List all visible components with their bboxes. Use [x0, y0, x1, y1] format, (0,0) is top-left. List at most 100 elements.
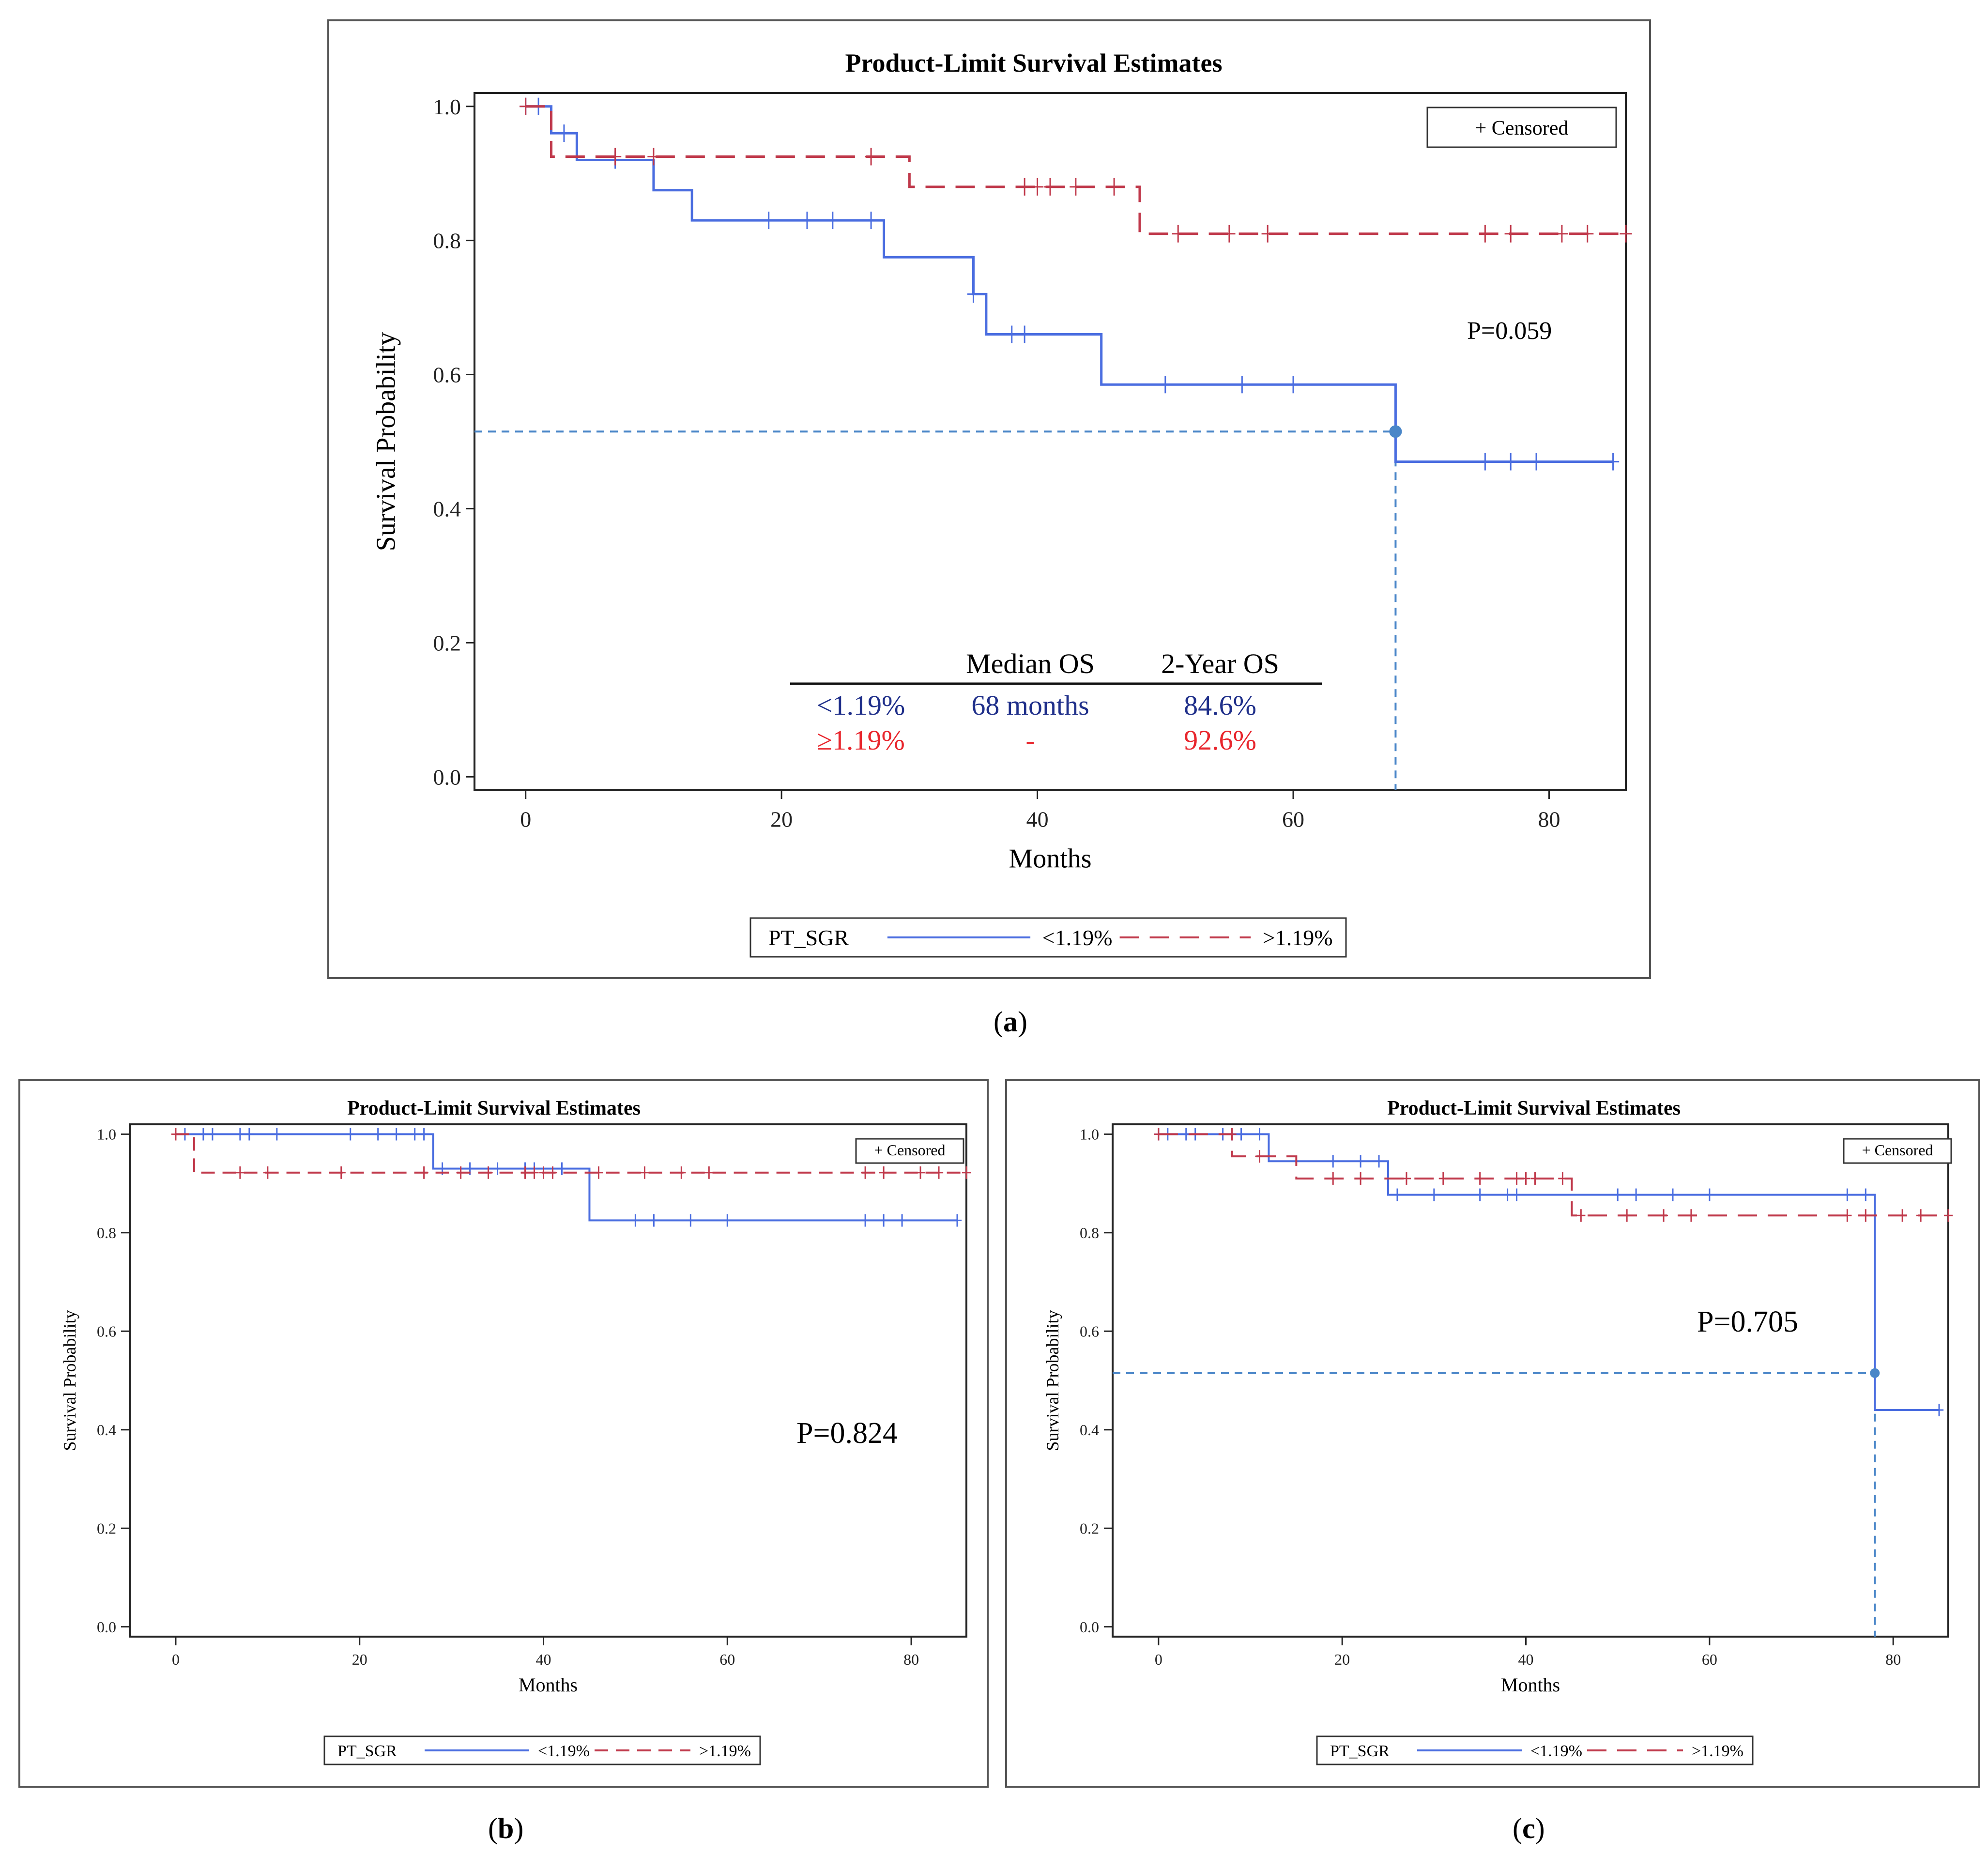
censored-legend-box — [855, 1138, 964, 1164]
x-tick-label: 0 — [172, 1651, 180, 1668]
chart-title: Product-Limit Survival Estimates — [347, 1097, 641, 1119]
x-tick-label: 60 — [719, 1651, 735, 1668]
y-tick-label: 0.2 — [1080, 1519, 1099, 1537]
table-group: ≥1.19% — [817, 724, 905, 756]
chart-a: Product-Limit Survival Estimates 0.0 0.2 0.… — [327, 19, 1651, 979]
y-tick-label: 0.2 — [97, 1519, 116, 1537]
y-tick-label: 0.6 — [1080, 1322, 1099, 1340]
chart-frame — [18, 1079, 989, 1788]
y-tick-label: 0.0 — [1080, 1618, 1099, 1636]
x-tick-label: 40 — [1518, 1651, 1534, 1668]
y-tick-label: 1.0 — [1080, 1126, 1099, 1143]
censored-mark — [1504, 453, 1517, 471]
censored-mark — [1512, 1188, 1521, 1201]
censored-mark — [594, 1166, 603, 1179]
panel-label-open: ( — [994, 1006, 1003, 1038]
table-two-year: 92.6% — [1184, 724, 1256, 756]
censored-mark — [493, 1162, 502, 1175]
censored-mark — [1475, 1188, 1484, 1201]
table-group: <1.19% — [817, 690, 905, 721]
x-tick-label: 80 — [1885, 1651, 1901, 1668]
x-tick-label: 40 — [1026, 807, 1049, 832]
censored-mark — [1843, 1188, 1852, 1201]
censored-mark — [640, 1166, 649, 1179]
censored-mark — [1236, 376, 1248, 394]
censored-mark — [1223, 225, 1236, 243]
panel-label-close: ) — [1535, 1812, 1545, 1844]
censored-mark — [826, 212, 839, 230]
censored-mark — [865, 148, 877, 166]
y-axis-label: Survival Probability — [1043, 1310, 1062, 1451]
censored-mark — [1686, 1209, 1696, 1222]
panel-label-letter: c — [1522, 1812, 1535, 1844]
y-tick-label: 0.4 — [433, 497, 461, 521]
panel-label-a: (a) — [994, 1006, 1027, 1038]
y-axis-label: Survival Probability — [371, 332, 401, 552]
table-median: 68 months — [971, 690, 1089, 721]
censored-mark — [245, 1128, 254, 1141]
table-two-year: 84.6% — [1184, 690, 1256, 721]
table-header: Median OS — [966, 648, 1095, 679]
censored-mark — [962, 1166, 971, 1179]
censored-legend-box — [1843, 1138, 1952, 1164]
table-header: 2-Year OS — [1161, 648, 1279, 679]
censored-mark — [484, 1166, 493, 1179]
x-tick-label: 20 — [352, 1651, 367, 1668]
censored-mark — [1374, 1155, 1384, 1168]
censored-legend-label: + Censored — [1862, 1141, 1933, 1159]
censored-mark — [520, 97, 532, 115]
x-tick-label: 80 — [903, 1651, 919, 1668]
censored-mark — [631, 1214, 640, 1227]
censored-mark — [1861, 1209, 1870, 1222]
legend-label-low: <1.19% — [1042, 925, 1113, 950]
censored-mark — [1031, 178, 1044, 196]
panel-label-letter: a — [1003, 1006, 1018, 1038]
censored-mark — [1429, 1188, 1438, 1201]
censored-mark — [1622, 1209, 1632, 1222]
x-tick-label: 20 — [770, 807, 793, 832]
legend-title: PT_SGR — [768, 925, 849, 950]
censored-mark — [1530, 1172, 1540, 1185]
censored-mark — [1329, 1155, 1338, 1168]
censored-mark — [1576, 1209, 1586, 1222]
censored-mark — [1530, 453, 1543, 471]
censored-mark — [1479, 225, 1491, 243]
y-tick-label: 0.2 — [433, 630, 461, 655]
censored-mark — [1392, 1188, 1402, 1201]
censored-mark — [879, 1214, 888, 1227]
legend-label-low: <1.19% — [1530, 1742, 1582, 1760]
censored-mark — [558, 124, 570, 142]
y-tick-label: 0.6 — [97, 1322, 116, 1340]
censored-mark — [263, 1166, 272, 1179]
censored-mark — [1237, 1128, 1246, 1141]
p-value: P=0.705 — [1697, 1305, 1798, 1338]
censored-mark — [1503, 1188, 1512, 1201]
plot-area — [129, 1123, 967, 1638]
censored-mark — [1620, 225, 1632, 243]
censored-mark — [1018, 325, 1031, 343]
censored-mark — [1438, 1172, 1448, 1185]
censored-mark — [1943, 1209, 1953, 1222]
censored-mark — [801, 212, 813, 230]
censored-mark — [1255, 1150, 1264, 1163]
censored-mark — [952, 1214, 962, 1227]
censored-mark — [1613, 1188, 1622, 1201]
chart-c: Product-Limit Survival Estimates 0.0 0.2 0.… — [1005, 1079, 1980, 1788]
censored-mark — [199, 1128, 208, 1141]
censored-mark — [1705, 1188, 1714, 1201]
median-point — [1389, 425, 1402, 438]
y-tick-label: 0.8 — [97, 1224, 116, 1242]
censored-mark — [1227, 1128, 1237, 1141]
censored-mark — [916, 1166, 925, 1179]
x-tick-label: 60 — [1702, 1651, 1717, 1668]
censored-mark — [677, 1166, 686, 1179]
y-tick-label: 0.4 — [97, 1421, 116, 1439]
censored-mark — [530, 1166, 539, 1179]
censored-mark — [1668, 1188, 1678, 1201]
legend-title: PT_SGR — [337, 1742, 397, 1760]
legend-label-high: >1.19% — [1692, 1742, 1743, 1760]
censored-mark — [1659, 1209, 1668, 1222]
censored-mark — [1287, 376, 1300, 394]
censored-mark — [336, 1166, 346, 1179]
